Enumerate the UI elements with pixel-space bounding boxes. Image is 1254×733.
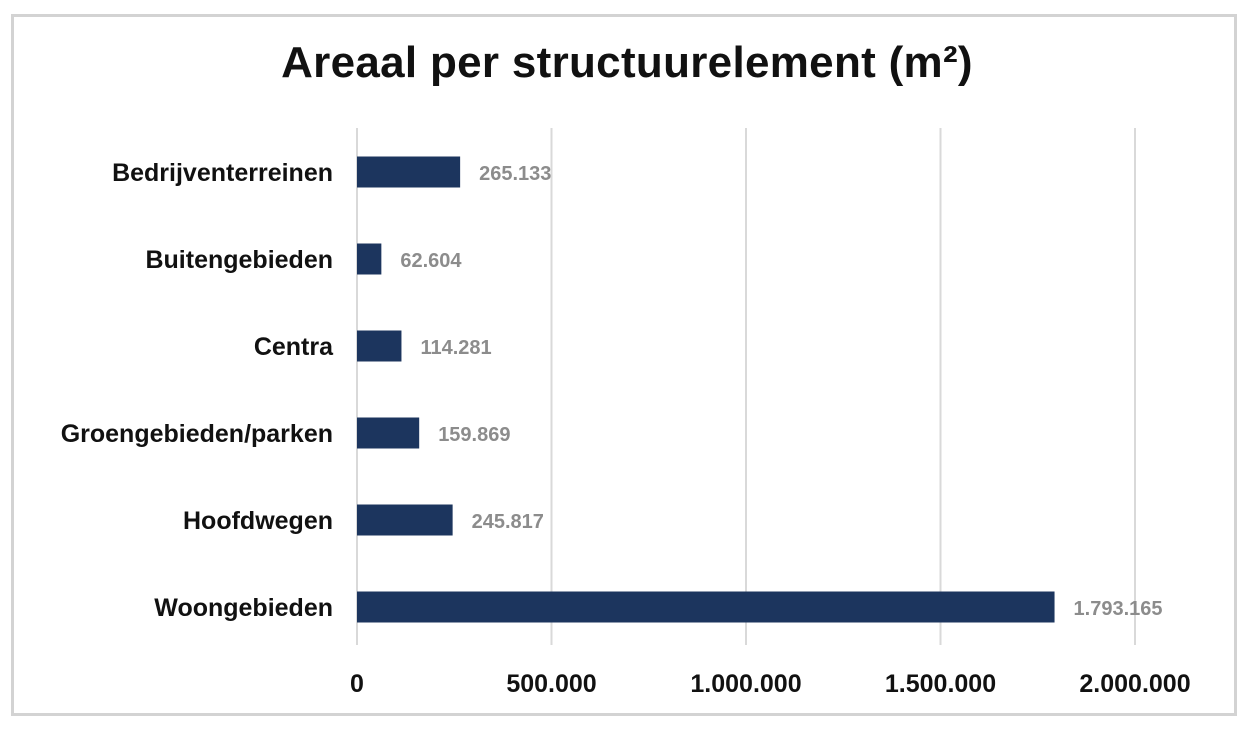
data-label: 1.793.165 <box>1074 598 1163 620</box>
data-label: 245.817 <box>472 511 544 533</box>
category-label: Woongebieden <box>154 594 333 622</box>
x-tick-label: 2.000.000 <box>1079 670 1190 698</box>
bar <box>357 504 453 536</box>
x-axis-ticks: 0 500.000 1.000.000 1.500.000 2.000.000 <box>350 670 1191 698</box>
data-label: 265.133 <box>479 163 551 185</box>
data-label: 159.869 <box>438 424 510 446</box>
x-tick-label: 1.500.000 <box>885 670 996 698</box>
category-label: Bedrijventerreinen <box>112 159 333 187</box>
x-tick-label: 500.000 <box>506 670 596 698</box>
category-label: Centra <box>254 333 334 361</box>
data-label: 62.604 <box>400 250 462 272</box>
bar <box>357 591 1055 623</box>
chart-title: Areaal per structuurelement (m²) <box>281 38 973 87</box>
data-label: 114.281 <box>420 337 491 359</box>
x-tick-label: 1.000.000 <box>690 670 801 698</box>
gridlines <box>356 128 1136 645</box>
bar <box>357 417 420 449</box>
category-label: Hoofdwegen <box>183 507 333 535</box>
x-tick-label: 0 <box>350 670 364 698</box>
data-labels: 265.133 62.604 114.281 159.869 245.817 1.793.… <box>400 163 1162 620</box>
bar <box>357 156 461 188</box>
category-labels: Bedrijventerreinen Buitengebieden Centra Gr… <box>61 159 334 622</box>
bar <box>357 330 402 362</box>
bar <box>357 243 382 275</box>
bars <box>357 156 1055 623</box>
category-label: Buitengebieden <box>145 246 333 274</box>
category-label: Groengebieden/parken <box>61 420 333 448</box>
